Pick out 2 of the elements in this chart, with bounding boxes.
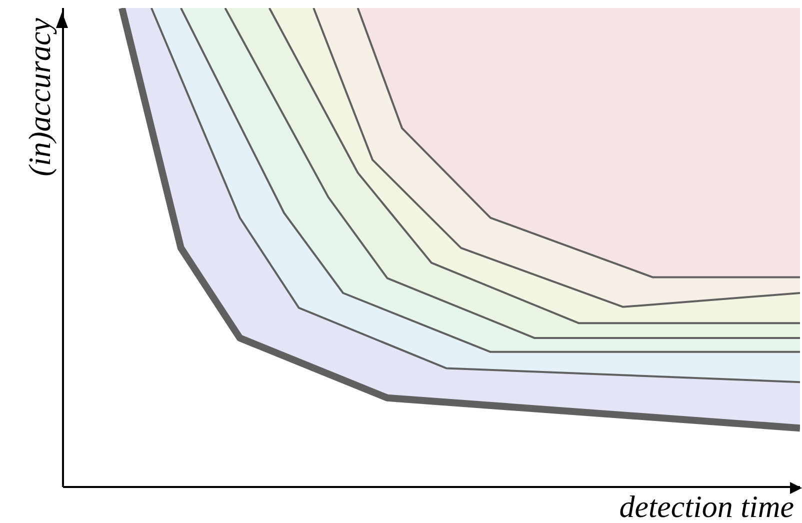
y-axis-title: (in)accuracy <box>22 18 57 176</box>
x-axis-title: detection time <box>619 489 794 523</box>
